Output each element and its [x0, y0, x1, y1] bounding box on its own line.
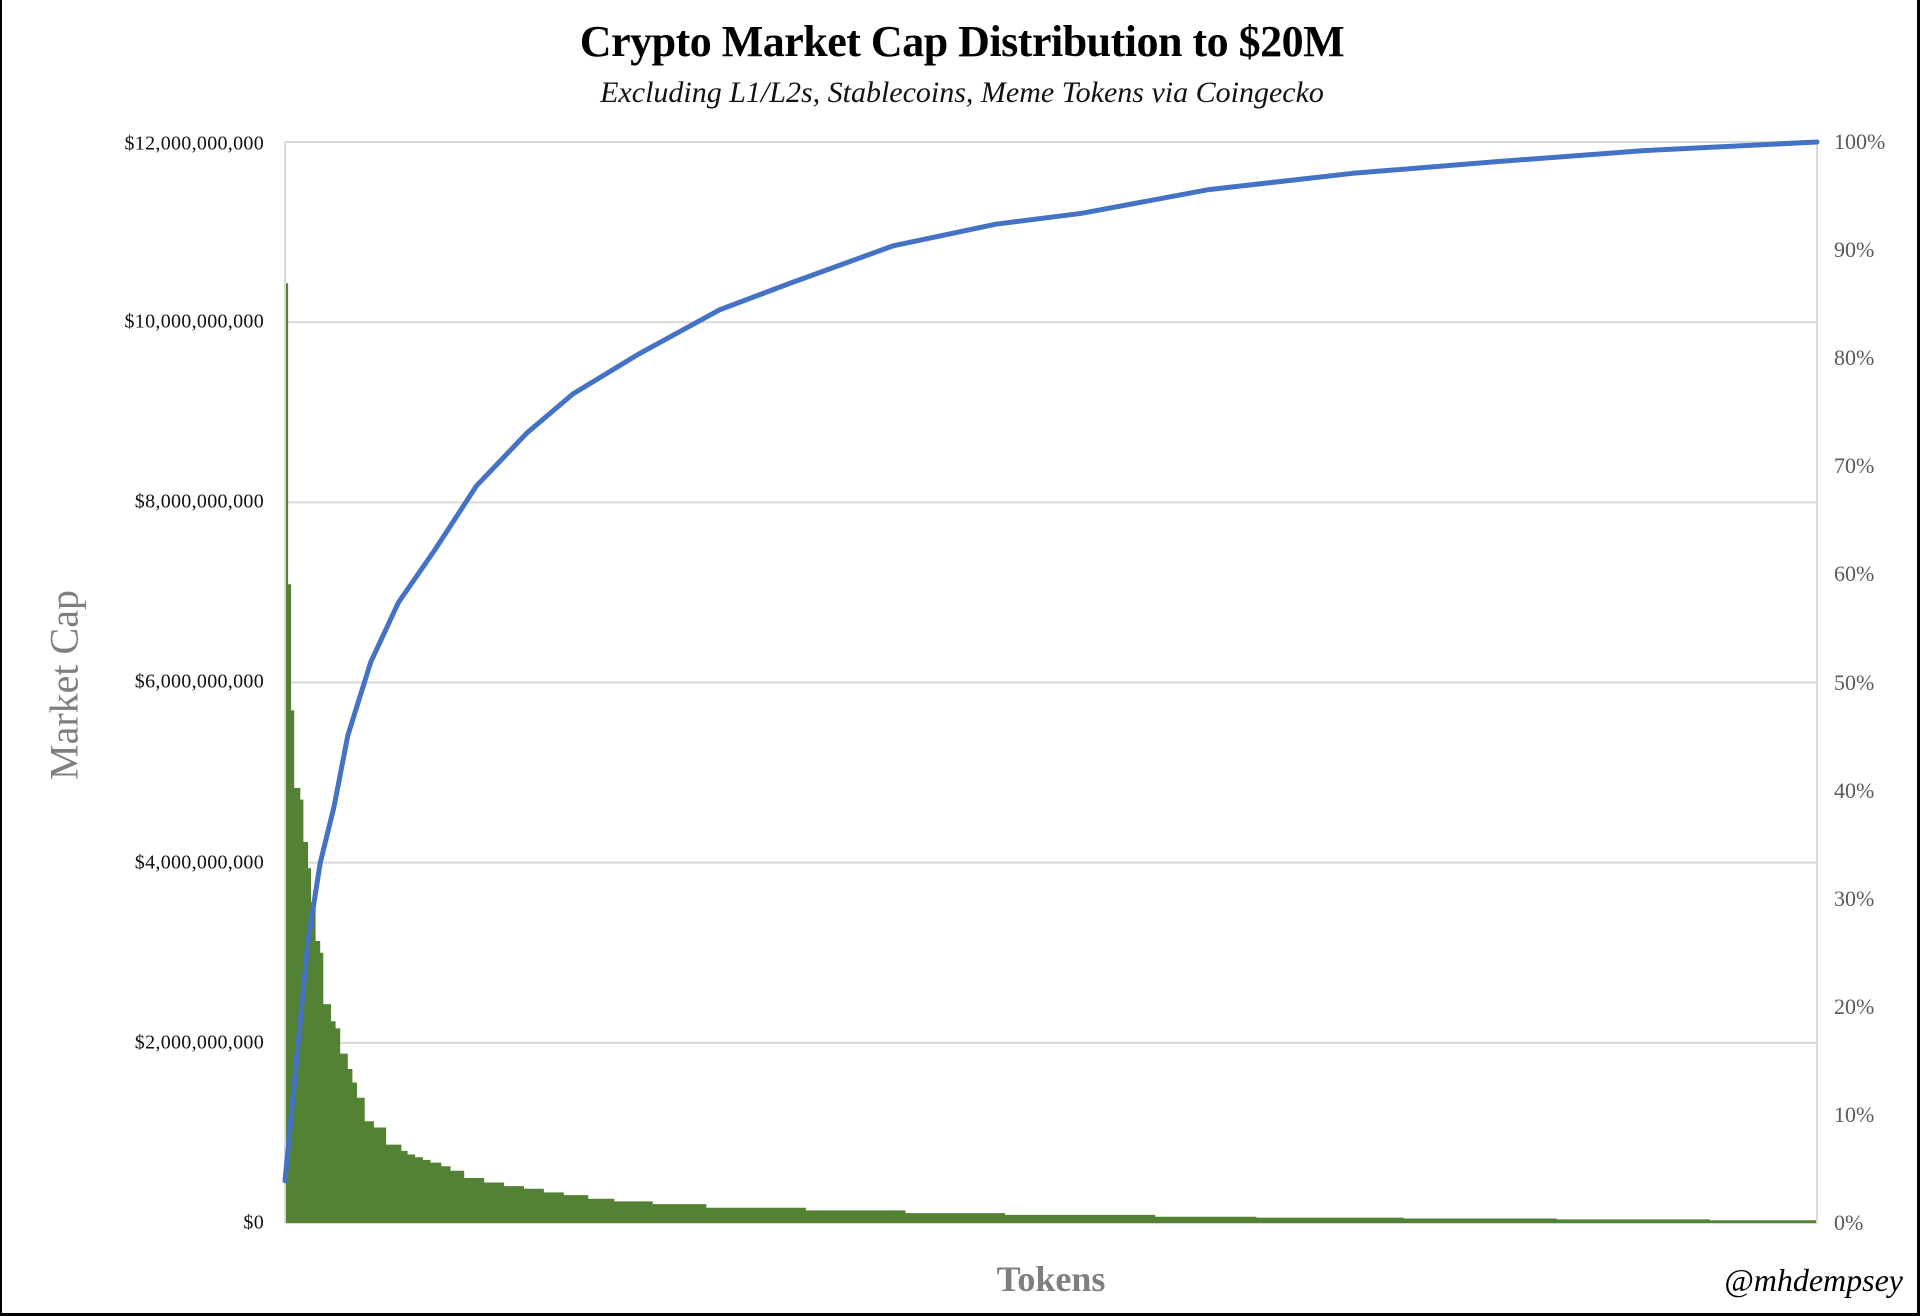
y2-tick-label: 60% [1834, 561, 1875, 586]
x-axis-title: Tokens [996, 1259, 1106, 1299]
y2-tick-label: 90% [1834, 237, 1875, 262]
y2-tick-label: 0% [1834, 1210, 1864, 1235]
y-tick-label: $2,000,000,000 [134, 1031, 264, 1054]
y2-tick-label: 50% [1834, 670, 1875, 695]
y-tick-label: $8,000,000,000 [134, 490, 264, 513]
author-credit: @mhdempsey [1724, 1262, 1903, 1298]
y2-tick-label: 100% [1834, 129, 1886, 154]
y-axis-title: Market Cap [41, 590, 87, 780]
market-cap-bars [285, 283, 1817, 1223]
y2-tick-label: 10% [1834, 1102, 1875, 1127]
y2-tick-label: 70% [1834, 453, 1875, 478]
gridlines [285, 141, 1817, 1224]
y-tick-label: $0 [243, 1211, 264, 1234]
y2-tick-label: 20% [1834, 994, 1875, 1019]
chart-subtitle: Excluding L1/L2s, Stablecoins, Meme Toke… [600, 76, 1324, 109]
chart-title: Crypto Market Cap Distribution to $20M [579, 17, 1345, 66]
y-tick-label: $4,000,000,000 [134, 851, 264, 874]
y-tick-label: $10,000,000,000 [124, 310, 264, 333]
y2-tick-label: 30% [1834, 886, 1875, 911]
y2-tick-label: 80% [1834, 345, 1875, 370]
y2-tick-label: 40% [1834, 778, 1875, 803]
cumulative-share-line [282, 139, 1820, 1184]
y-tick-label: $12,000,000,000 [124, 132, 264, 155]
y-tick-label: $6,000,000,000 [134, 670, 264, 693]
